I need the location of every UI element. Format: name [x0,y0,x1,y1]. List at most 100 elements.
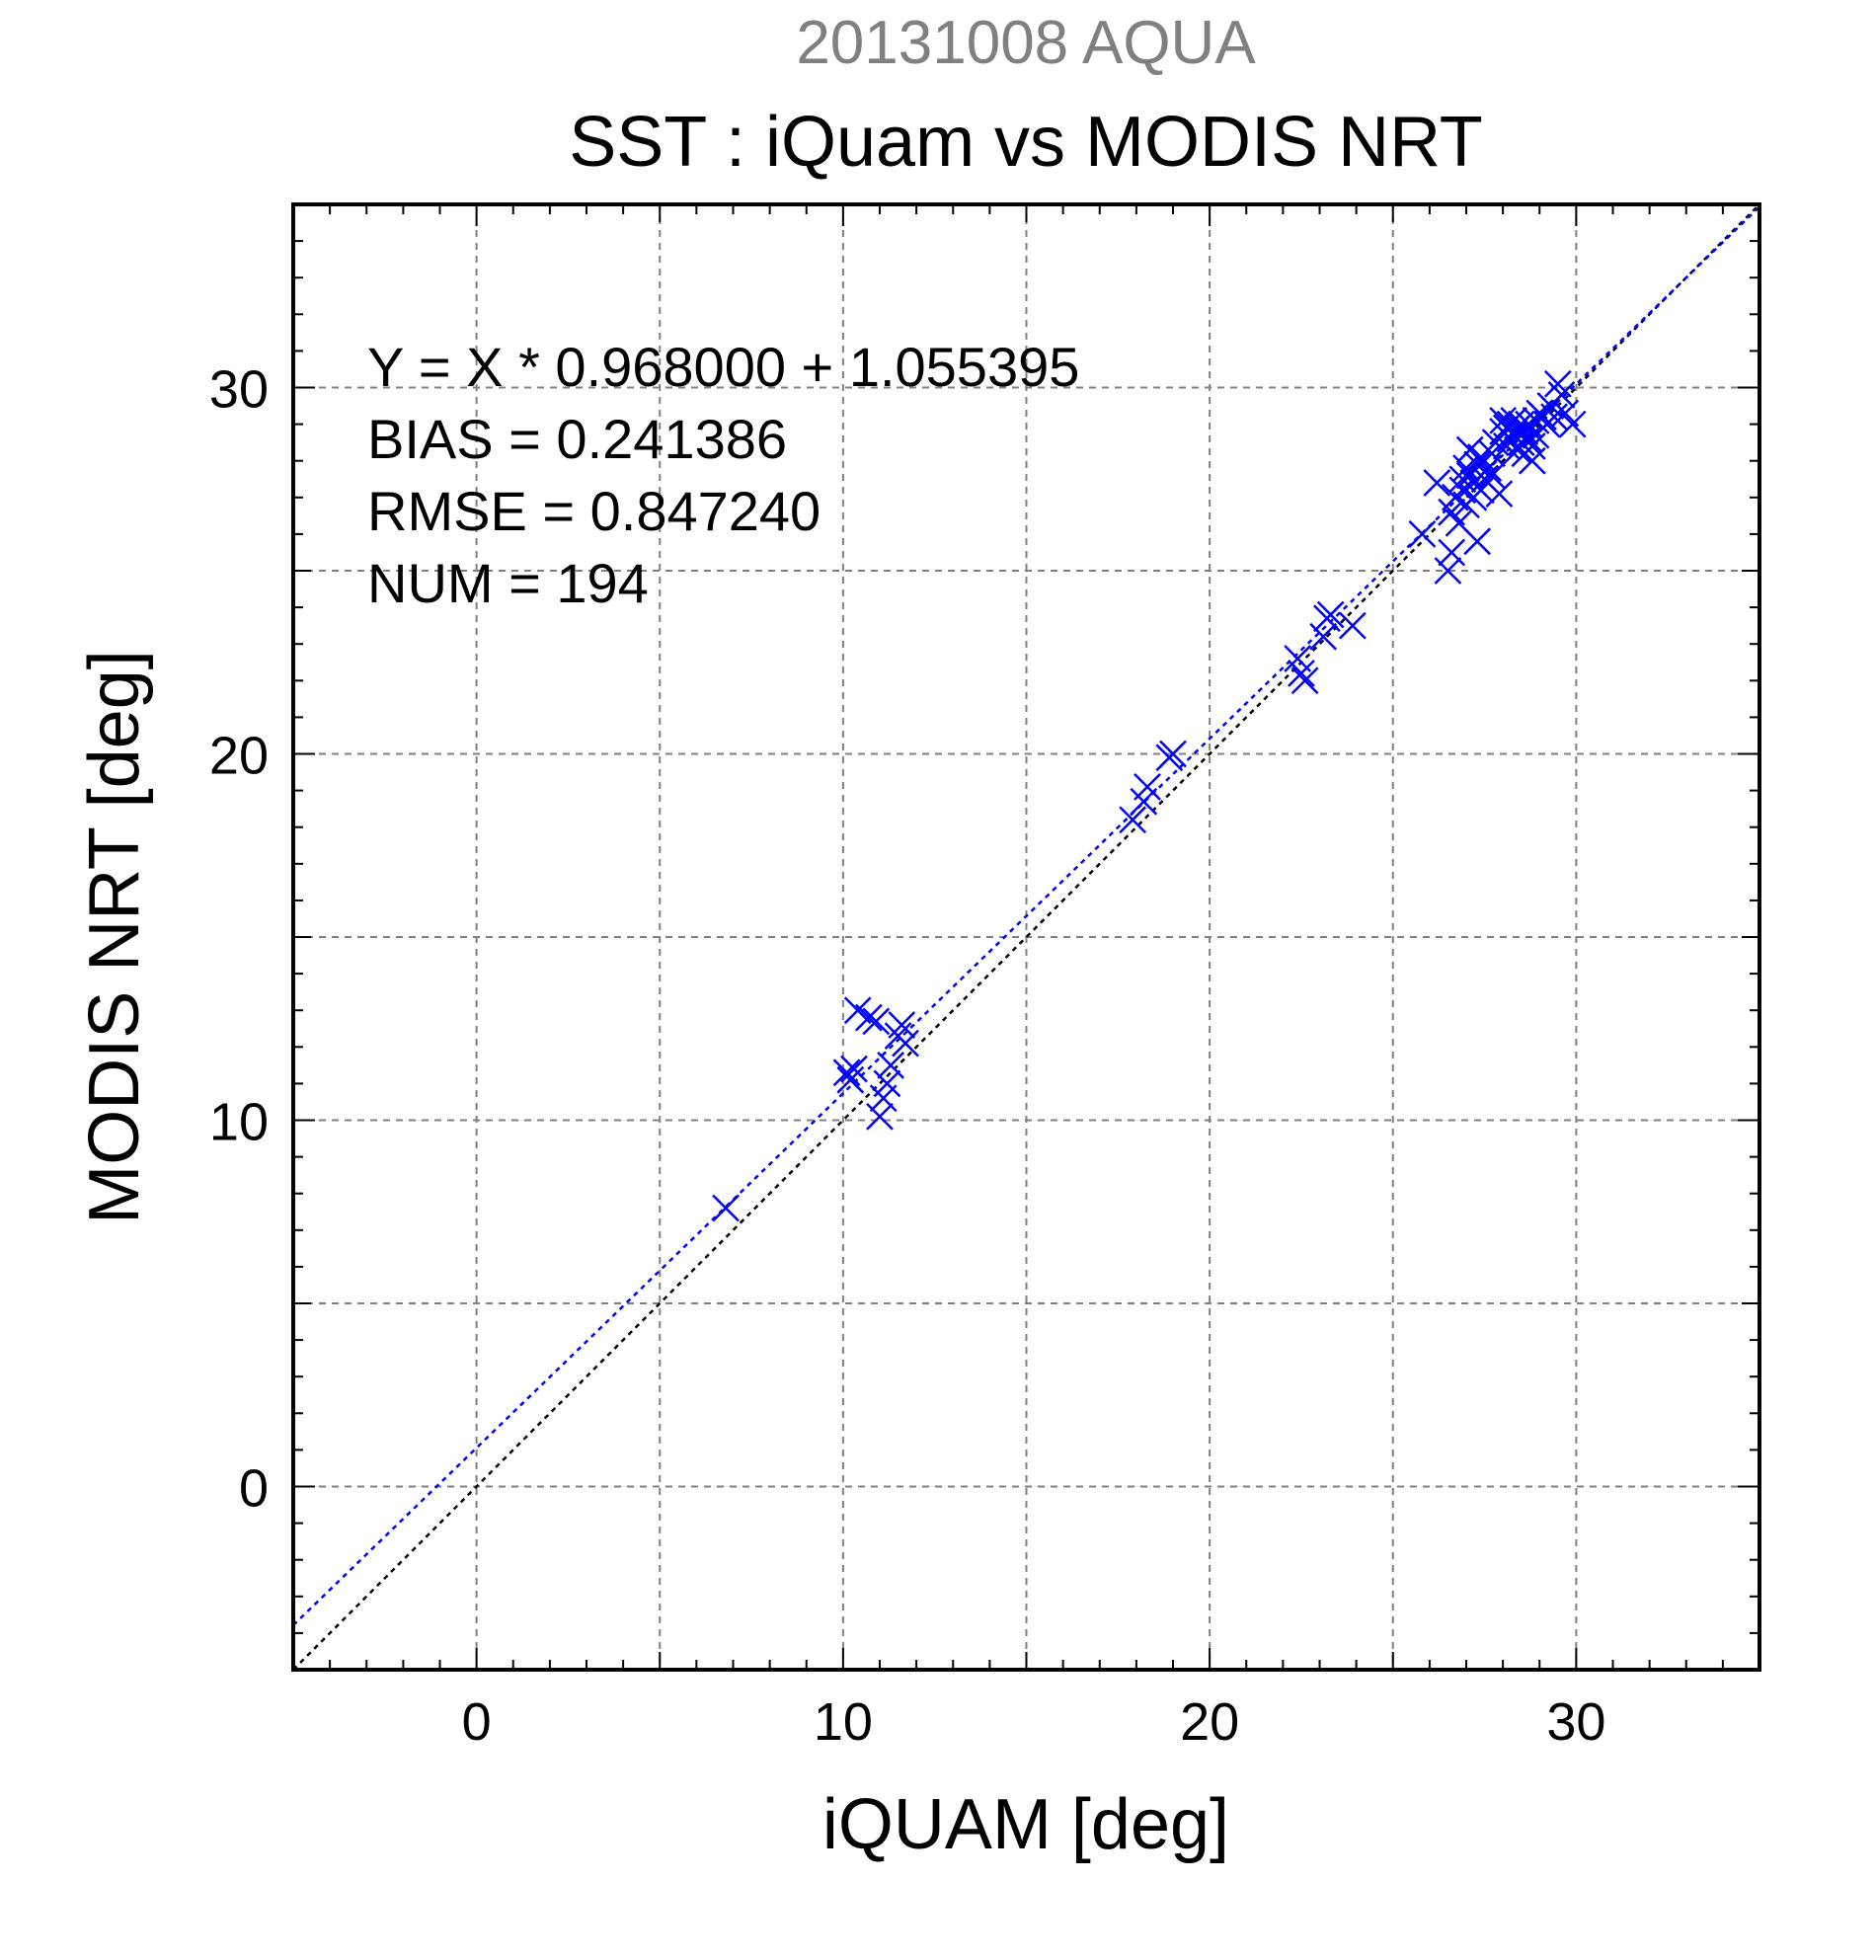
data-point [1119,806,1147,834]
data-point [1339,611,1367,640]
data-point [1547,381,1576,409]
data-point-stroke [712,1194,740,1222]
data-point [1485,480,1514,508]
data-point-stroke [840,1055,868,1083]
data-point [1489,407,1518,434]
grid [293,204,1759,1670]
data-point [862,1007,891,1036]
data-point-stroke [1547,381,1576,409]
data-point [1133,773,1161,801]
chart-title: SST : iQuam vs MODIS NRT [569,103,1483,182]
data-point-stroke [1478,439,1506,468]
data-point-stroke [1543,369,1572,398]
data-point-stroke [1452,454,1480,483]
y-tick-label: 20 [209,727,269,786]
plot-frame [291,202,1761,1672]
data-point-stroke [1288,659,1315,687]
x-tick-label: 0 [462,1692,492,1752]
stats-rmse: RMSE = 0.847240 [367,480,821,542]
stats-equation: Y = X * 0.968000 + 1.055395 [367,336,1079,398]
data-point-stroke [1518,446,1546,475]
x-tick-label: 10 [814,1692,873,1752]
data-point [877,1051,905,1079]
data-point-stroke [1489,407,1518,434]
data-point-stroke [892,1029,919,1058]
data-point [1290,666,1319,695]
data-point-stroke [1558,410,1587,438]
data-point [1288,659,1315,687]
x-tick-label: 20 [1180,1692,1239,1752]
stats-box: Y = X * 0.968000 + 1.055395 BIAS = 0.241… [367,336,1079,614]
data-point-stroke [1463,527,1492,556]
tick-labels: 0 10 20 30 0 10 20 30 [209,360,1605,1753]
data-point-stroke [1159,740,1187,768]
data-point-stroke [866,1102,894,1131]
data-point [1466,476,1495,505]
data-point [866,1102,894,1131]
data-point [1540,403,1568,431]
data-point [888,1011,916,1039]
data-point [873,1069,901,1098]
data-point [832,1058,861,1087]
data-point [840,1055,868,1083]
data-point-stroke [888,1011,916,1039]
data-point-stroke [1423,469,1451,497]
data-point-stroke [1445,509,1473,537]
stats-bias: BIAS = 0.241386 [367,408,787,470]
data-point [1478,461,1506,490]
data-point-stroke [1284,645,1312,672]
data-point-stroke [1485,480,1514,508]
data-point-stroke [1133,773,1161,801]
y-axis-label: MODIS NRT [deg] [75,650,154,1224]
data-point-stroke [836,1065,865,1094]
data-point [1309,622,1338,651]
chart-subtitle: 20131008 AQUA [796,9,1256,77]
data-point [1423,469,1451,497]
data-point [1159,740,1187,768]
data-point [836,1065,865,1094]
data-point-stroke [1470,465,1499,494]
data-point [892,1029,919,1058]
data-point-stroke [873,1069,901,1098]
data-point-stroke [1309,622,1338,651]
data-point [1408,520,1437,548]
data-point-stroke [1438,538,1466,567]
stats-num: NUM = 194 [367,552,649,614]
y-tick-label: 0 [239,1459,269,1519]
data-point-stroke [1290,666,1319,695]
data-point [712,1194,740,1222]
data-point [1438,538,1466,567]
data-point-stroke [1339,611,1367,640]
data-point-stroke [862,1007,891,1036]
data-point-stroke [1463,450,1492,479]
data-point-stroke [877,1051,905,1079]
data-point-stroke [1434,557,1462,585]
data-point [1518,431,1546,460]
data-point [1316,600,1345,629]
data-point [854,1003,883,1032]
data-point-stroke [1551,399,1580,428]
data-point-stroke [1316,600,1345,629]
data-point-stroke [1408,520,1437,548]
data-point [1463,527,1492,556]
y-tick-label: 10 [209,1093,269,1152]
x-tick-label: 30 [1546,1692,1605,1752]
data-point [1518,446,1546,475]
data-point-stroke [1119,806,1147,834]
y-tick-label: 30 [209,360,269,420]
data-point [1543,369,1572,398]
data-point [1452,454,1480,483]
data-point-stroke [843,996,872,1025]
data-point [1478,439,1506,468]
data-point-stroke [1478,461,1506,490]
x-axis-label: iQUAM [deg] [822,1785,1229,1864]
data-point [1558,410,1587,438]
data-point-stroke [854,1003,883,1032]
data-point-stroke [1466,476,1495,505]
data-point [1434,557,1462,585]
data-points [712,369,1587,1222]
data-point-stroke [832,1058,861,1087]
data-point [1463,450,1492,479]
